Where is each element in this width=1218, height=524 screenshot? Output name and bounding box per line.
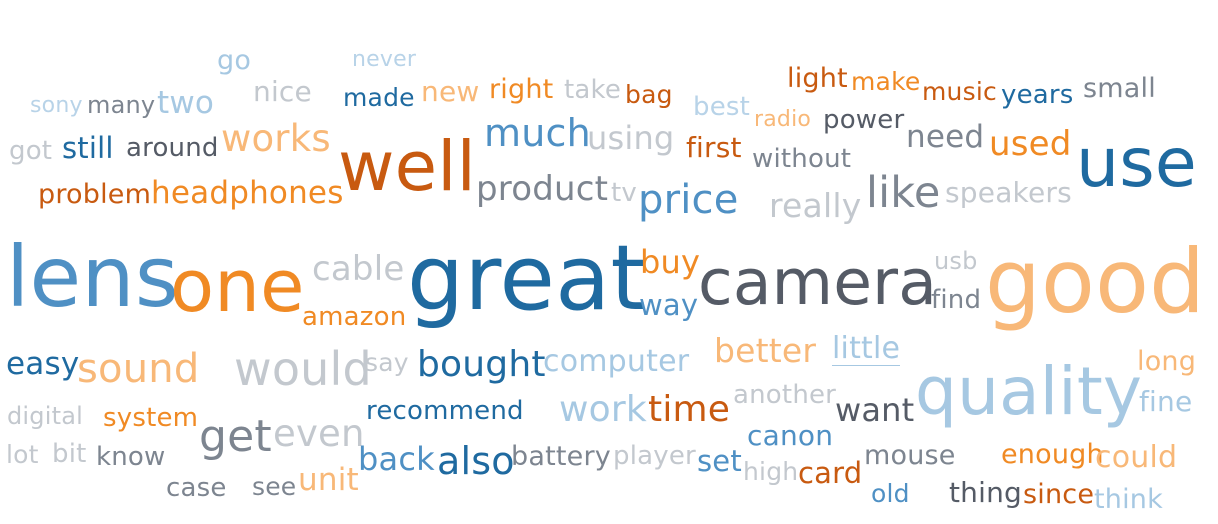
word-two: two bbox=[157, 85, 215, 121]
word-long: long bbox=[1137, 346, 1197, 377]
word-around: around bbox=[126, 133, 219, 163]
word-right: right bbox=[489, 74, 554, 105]
word-think: think bbox=[1094, 484, 1163, 515]
word-radio: radio bbox=[754, 107, 812, 132]
word-case: case bbox=[166, 473, 227, 503]
word-computer: computer bbox=[543, 344, 690, 379]
word-buy: buy bbox=[640, 243, 701, 281]
word-used: used bbox=[989, 124, 1072, 164]
word-bag: bag bbox=[625, 80, 673, 109]
word-new: new bbox=[421, 75, 480, 108]
word-get: get bbox=[199, 411, 272, 462]
word-cable: cable bbox=[312, 249, 405, 289]
word-would: would bbox=[234, 342, 372, 396]
word-lens: lens bbox=[6, 228, 179, 326]
word-card: card bbox=[798, 456, 863, 490]
word-made: made bbox=[343, 83, 415, 112]
word-sony: sony bbox=[30, 93, 83, 118]
word-know: know bbox=[96, 442, 166, 472]
word-could: could bbox=[1095, 440, 1178, 475]
word-need: need bbox=[906, 119, 985, 155]
word-tv: tv bbox=[611, 178, 637, 208]
word-still: still bbox=[62, 131, 114, 165]
word-better: better bbox=[714, 331, 817, 370]
word-years: years bbox=[1001, 80, 1074, 110]
word-canon: canon bbox=[747, 419, 834, 452]
word-many: many bbox=[87, 91, 156, 119]
word-speakers: speakers bbox=[945, 176, 1072, 209]
word-go: go bbox=[217, 45, 252, 76]
word-camera: camera bbox=[698, 246, 938, 319]
word-power: power bbox=[823, 105, 905, 135]
word-lot: lot bbox=[6, 440, 39, 469]
word-find: find bbox=[931, 285, 982, 315]
word-want: want bbox=[835, 391, 915, 429]
word-make: make bbox=[851, 67, 921, 96]
word-way: way bbox=[639, 288, 699, 322]
word-mouse: mouse bbox=[864, 440, 956, 471]
word-product: product bbox=[476, 169, 609, 209]
word-great: great bbox=[407, 226, 646, 331]
word-player: player bbox=[613, 441, 696, 471]
word-headphones: headphones bbox=[151, 175, 344, 211]
word-thing: thing bbox=[949, 476, 1023, 509]
word-high: high bbox=[743, 457, 799, 486]
word-never: never bbox=[352, 47, 417, 72]
word-unit: unit bbox=[298, 462, 359, 498]
word-amazon: amazon bbox=[302, 302, 407, 332]
word-bit: bit bbox=[52, 439, 87, 469]
word-say: say bbox=[365, 348, 409, 377]
word-time: time bbox=[648, 389, 731, 430]
word-digital: digital bbox=[7, 402, 83, 430]
word-nice: nice bbox=[253, 75, 312, 108]
word-small: small bbox=[1083, 73, 1156, 104]
word-without: without bbox=[752, 144, 852, 174]
word-fine: fine bbox=[1139, 385, 1193, 418]
word-work: work bbox=[559, 389, 647, 430]
word-even: even bbox=[273, 412, 365, 455]
word-works: works bbox=[221, 117, 331, 160]
word-recommend: recommend bbox=[366, 396, 524, 426]
word-using: using bbox=[587, 119, 675, 157]
word-got: got bbox=[9, 136, 53, 166]
word-bought: bought bbox=[417, 344, 546, 385]
word-back: back bbox=[358, 440, 435, 478]
word-another: another bbox=[733, 380, 837, 410]
word-price: price bbox=[638, 177, 739, 223]
word-first: first bbox=[686, 131, 742, 164]
word-sound: sound bbox=[77, 346, 200, 392]
word-see: see bbox=[252, 472, 297, 501]
word-since: since bbox=[1023, 479, 1095, 510]
word-also: also bbox=[437, 439, 515, 483]
word-battery: battery bbox=[511, 441, 611, 472]
word-much: much bbox=[484, 111, 591, 155]
word-set: set bbox=[697, 444, 742, 478]
word-use: use bbox=[1076, 124, 1197, 203]
word-little: little bbox=[832, 331, 901, 366]
word-take: take bbox=[564, 75, 622, 105]
word-music: music bbox=[922, 77, 997, 106]
word-like: like bbox=[866, 168, 941, 218]
word-really: really bbox=[769, 186, 862, 225]
word-best: best bbox=[693, 92, 751, 122]
word-old: old bbox=[871, 479, 910, 508]
word-quality: quality bbox=[915, 353, 1143, 430]
word-problem: problem bbox=[38, 179, 152, 210]
word-well: well bbox=[338, 127, 477, 207]
word-usb: usb bbox=[934, 247, 978, 275]
word-light: light bbox=[787, 63, 848, 94]
word-enough: enough bbox=[1001, 439, 1104, 470]
word-easy: easy bbox=[6, 346, 80, 382]
word-one: one bbox=[170, 244, 305, 328]
word-system: system bbox=[103, 403, 199, 433]
word-good: good bbox=[985, 230, 1206, 333]
